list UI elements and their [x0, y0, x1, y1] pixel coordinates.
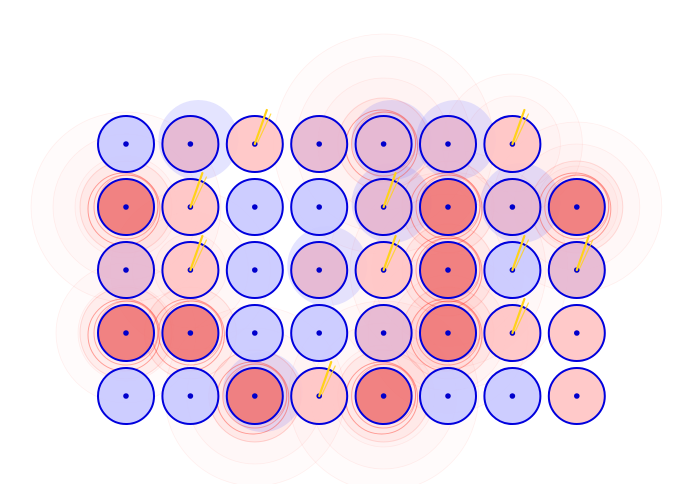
cell-nucleus — [574, 204, 580, 210]
cell-blue — [225, 178, 284, 236]
spark-stroke — [189, 234, 204, 272]
cell-nucleus — [123, 330, 129, 336]
faint-ripple — [30, 111, 222, 303]
cell-nucleus — [380, 141, 387, 147]
cell-nucleus — [187, 141, 194, 147]
cell-mix — [483, 178, 542, 236]
cell-pink — [547, 304, 606, 362]
cell-blue — [225, 304, 284, 362]
cell-nucleus — [445, 141, 451, 147]
cell-blue — [290, 178, 349, 236]
cell-red — [161, 304, 220, 362]
cell-nucleus — [187, 393, 194, 399]
cell-nucleus — [509, 393, 516, 399]
cell-blue — [97, 115, 155, 173]
spark-stroke — [514, 113, 530, 143]
cell-mix — [290, 241, 349, 299]
cell-red — [419, 178, 477, 236]
cell-nucleus — [252, 267, 258, 273]
spark-stroke — [253, 108, 268, 146]
spark-stroke — [382, 171, 397, 209]
cell-nucleus — [380, 393, 387, 399]
spark-stroke — [579, 239, 594, 269]
cell-blue — [290, 304, 349, 362]
spark-stroke — [511, 234, 526, 272]
cell-nucleus — [574, 393, 580, 399]
cell-mix — [161, 115, 220, 173]
red-halo-ring — [93, 300, 159, 366]
cell-red — [225, 367, 284, 425]
cell-blue — [97, 367, 155, 425]
cell-mix — [419, 115, 477, 173]
cell-blue — [483, 367, 542, 425]
cell-nucleus — [123, 141, 129, 147]
red-halo-ring — [351, 111, 417, 177]
cell-red — [354, 367, 413, 425]
cell-nucleus — [445, 204, 451, 210]
spark-stroke — [511, 108, 526, 146]
cell-blue — [161, 367, 220, 425]
cell-nucleus — [252, 393, 258, 399]
cell-red — [97, 304, 155, 362]
cell-nucleus — [252, 330, 258, 336]
cell-nucleus — [509, 204, 516, 210]
spark-layer — [189, 108, 594, 398]
cell-mix — [290, 115, 349, 173]
red-halo-ring — [93, 174, 159, 240]
cell-blue — [225, 241, 284, 299]
spark-stroke — [192, 176, 207, 206]
cell-nucleus — [445, 330, 451, 336]
cell-nucleus — [187, 330, 194, 336]
spark-stroke — [189, 171, 204, 209]
red-halo-ring — [222, 363, 288, 429]
spark-stroke — [386, 176, 401, 206]
cell-blue — [419, 367, 477, 425]
spark-stroke — [192, 239, 207, 269]
cell-nucleus — [316, 141, 323, 147]
cell-nucleus — [316, 330, 323, 336]
cell-nucleus — [574, 330, 580, 336]
cell-nucleus — [445, 267, 451, 273]
spark-stroke — [575, 234, 590, 272]
spark-stroke — [511, 297, 526, 335]
cell-mix — [354, 304, 413, 362]
cell-nucleus — [445, 393, 451, 399]
cell-red — [419, 241, 477, 299]
red-halo-ring — [544, 174, 610, 240]
spark-stroke — [514, 239, 530, 269]
spark-stroke — [514, 302, 530, 332]
spark-stroke — [257, 113, 272, 143]
cell-pink — [547, 367, 606, 425]
cell-nucleus — [123, 267, 129, 273]
cell-nucleus — [316, 267, 323, 273]
spark-stroke — [321, 365, 336, 395]
spark-stroke — [386, 239, 401, 269]
cell-mix — [97, 241, 155, 299]
cell-nucleus — [123, 393, 129, 399]
cell-red — [97, 178, 155, 236]
cell-nucleus — [380, 330, 387, 336]
cell-nucleus — [123, 204, 129, 210]
red-halo-ring — [157, 300, 223, 366]
cell-nucleus — [252, 204, 258, 210]
red-halo-ring — [351, 363, 417, 429]
cell-red — [547, 178, 606, 236]
spark-stroke — [318, 360, 333, 398]
red-halo-ring — [415, 237, 481, 303]
cell-mix — [354, 115, 413, 173]
red-halo-ring — [415, 300, 481, 366]
faint-ripple — [288, 300, 479, 484]
spark-stroke — [382, 234, 397, 272]
cell-red — [419, 304, 477, 362]
red-halo-ring — [415, 174, 481, 240]
cell-nucleus — [316, 204, 323, 210]
